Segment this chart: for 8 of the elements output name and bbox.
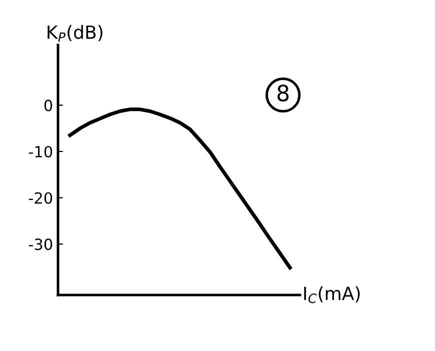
y-axis-title: K$_{P}$(dB) (48, 25, 102, 42)
x-axis-title: I$_{C}$(mA) (304, 286, 360, 304)
y-tick-label: -30 (28, 238, 52, 250)
y-tick-label: -10 (28, 146, 52, 158)
line-series (68, 108, 292, 270)
annotation: 8 (277, 84, 289, 102)
y-tick-label: 0 (44, 100, 52, 112)
y-tick-label: -20 (28, 192, 52, 204)
